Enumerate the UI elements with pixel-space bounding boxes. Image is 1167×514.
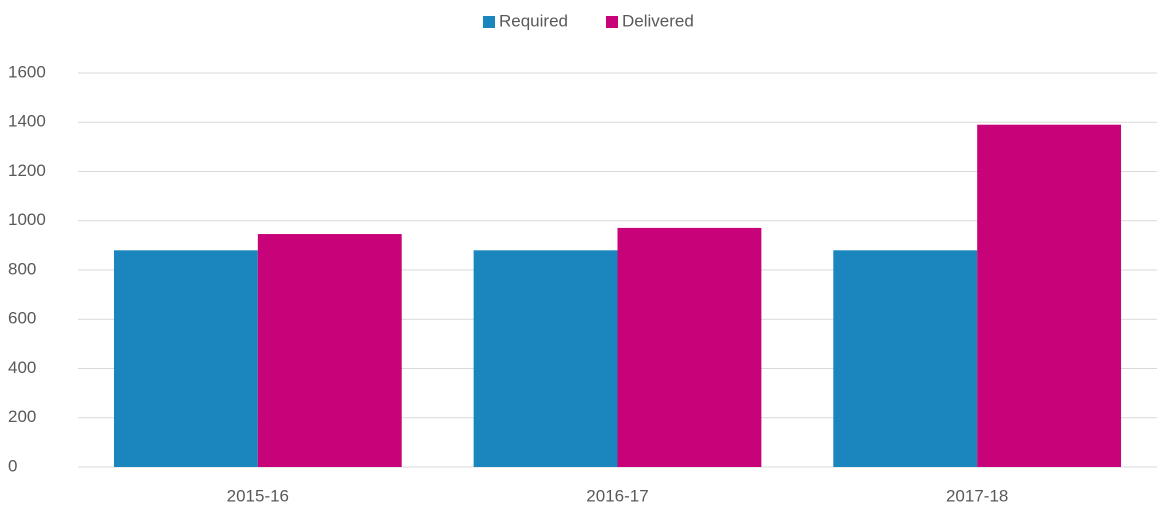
- bar: [257, 234, 402, 467]
- bar: [617, 227, 762, 467]
- y-tick-label: 0: [8, 456, 17, 475]
- y-tick-label: 1000: [8, 210, 46, 229]
- x-tick-label: 2017-18: [946, 486, 1008, 505]
- bar: [833, 250, 978, 467]
- y-tick-label: 800: [8, 259, 36, 278]
- x-tick-label: 2015-16: [227, 486, 289, 505]
- legend-label: Required: [499, 11, 568, 30]
- bar: [113, 250, 258, 467]
- bar: [977, 124, 1122, 468]
- y-tick-label: 200: [8, 407, 36, 426]
- legend-label: Delivered: [622, 11, 694, 30]
- y-tick-label: 1400: [8, 112, 46, 131]
- bar: [473, 250, 618, 467]
- y-tick-label: 600: [8, 309, 36, 328]
- x-tick-label: 2016-17: [586, 486, 648, 505]
- legend-swatch: [606, 16, 618, 28]
- y-tick-label: 400: [8, 358, 36, 377]
- y-tick-label: 1600: [8, 62, 46, 81]
- y-tick-label: 1200: [8, 161, 46, 180]
- legend-swatch: [483, 16, 495, 28]
